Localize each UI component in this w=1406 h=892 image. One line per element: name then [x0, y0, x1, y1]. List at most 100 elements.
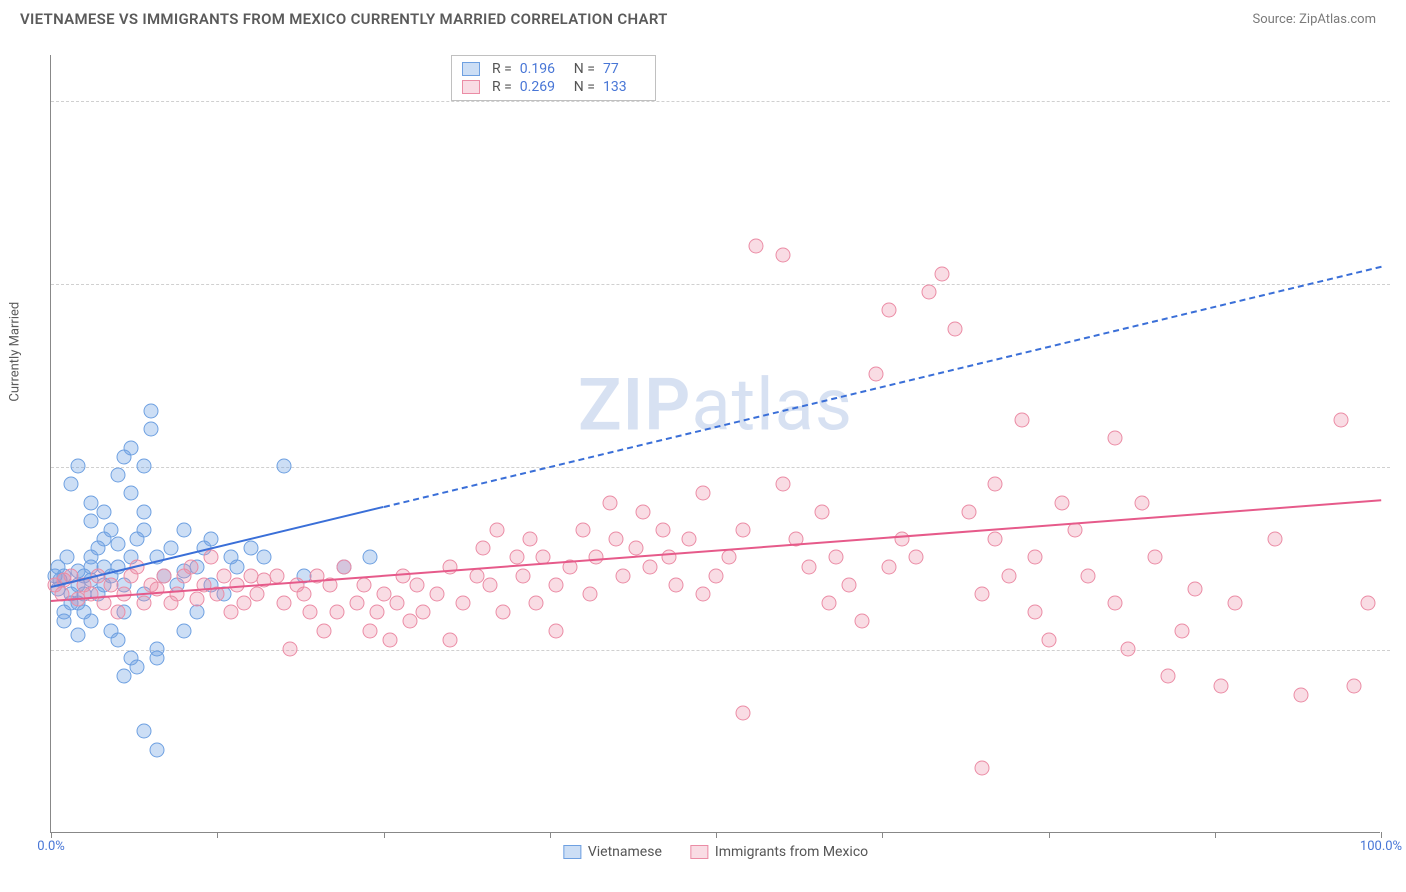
stat-r-value: 0.196	[520, 61, 562, 77]
scatter-point	[389, 596, 404, 611]
x-tick	[1215, 832, 1216, 838]
scatter-point	[190, 591, 205, 606]
scatter-point	[356, 577, 371, 592]
scatter-point	[409, 577, 424, 592]
scatter-point	[63, 477, 78, 492]
scatter-point	[695, 587, 710, 602]
scatter-point	[735, 522, 750, 537]
scatter-point	[988, 532, 1003, 547]
scatter-point	[775, 477, 790, 492]
scatter-point	[642, 559, 657, 574]
x-tick	[882, 832, 883, 838]
scatter-point	[243, 541, 258, 556]
legend-swatch	[690, 845, 708, 859]
scatter-point	[256, 550, 271, 565]
scatter-point	[137, 458, 152, 473]
scatter-point	[469, 568, 484, 583]
scatter-point	[482, 577, 497, 592]
scatter-point	[1187, 582, 1202, 597]
scatter-point	[336, 559, 351, 574]
scatter-point	[975, 587, 990, 602]
stat-r-label: R =	[492, 79, 512, 95]
x-tick	[716, 832, 717, 838]
scatter-point	[489, 522, 504, 537]
x-tick	[384, 832, 385, 838]
scatter-point	[443, 632, 458, 647]
legend-swatch	[462, 62, 480, 76]
scatter-point	[270, 568, 285, 583]
scatter-point	[70, 458, 85, 473]
scatter-point	[296, 587, 311, 602]
scatter-point	[576, 522, 591, 537]
legend-item: Immigrants from Mexico	[690, 844, 868, 860]
scatter-point	[137, 522, 152, 537]
scatter-point	[669, 577, 684, 592]
x-tick	[1049, 832, 1050, 838]
scatter-point	[629, 541, 644, 556]
scatter-point	[170, 587, 185, 602]
scatter-point	[203, 550, 218, 565]
y-tick-label: 80.0%	[1390, 276, 1406, 291]
chart-title: VIETNAMESE VS IMMIGRANTS FROM MEXICO CUR…	[20, 10, 668, 28]
scatter-point	[236, 596, 251, 611]
scatter-point	[216, 568, 231, 583]
scatter-point	[137, 724, 152, 739]
scatter-point	[476, 541, 491, 556]
x-tick	[1381, 832, 1382, 838]
scatter-point	[722, 550, 737, 565]
scatter-point	[416, 605, 431, 620]
x-tick	[217, 832, 218, 838]
scatter-point	[1347, 678, 1362, 693]
scatter-point	[1227, 596, 1242, 611]
stat-n-value: 77	[603, 61, 645, 77]
scatter-point	[177, 623, 192, 638]
scatter-point	[522, 532, 537, 547]
scatter-point	[403, 614, 418, 629]
scatter-point	[363, 550, 378, 565]
scatter-point	[190, 605, 205, 620]
scatter-point	[1028, 605, 1043, 620]
scatter-point	[1121, 641, 1136, 656]
scatter-point	[150, 742, 165, 757]
scatter-point	[775, 248, 790, 263]
gridline	[51, 284, 1390, 285]
scatter-point	[303, 605, 318, 620]
scatter-point	[163, 541, 178, 556]
scatter-point	[1214, 678, 1229, 693]
scatter-point	[110, 468, 125, 483]
scatter-point	[97, 504, 112, 519]
scatter-point	[130, 660, 145, 675]
scatter-point	[110, 605, 125, 620]
scatter-point	[283, 641, 298, 656]
chart-source: Source: ZipAtlas.com	[1252, 12, 1376, 27]
trend-line	[383, 266, 1381, 508]
scatter-point	[921, 284, 936, 299]
scatter-point	[70, 628, 85, 643]
series-legend: VietnameseImmigrants from Mexico	[563, 844, 868, 860]
scatter-point	[1147, 550, 1162, 565]
scatter-point	[635, 504, 650, 519]
scatter-point	[1001, 568, 1016, 583]
scatter-point	[1360, 596, 1375, 611]
scatter-point	[895, 532, 910, 547]
scatter-point	[908, 550, 923, 565]
scatter-point	[110, 536, 125, 551]
scatter-point	[177, 522, 192, 537]
scatter-point	[183, 559, 198, 574]
scatter-point	[822, 596, 837, 611]
scatter-point	[948, 321, 963, 336]
scatter-point	[363, 623, 378, 638]
scatter-point	[150, 582, 165, 597]
scatter-point	[376, 587, 391, 602]
scatter-point	[276, 596, 291, 611]
scatter-point	[316, 623, 331, 638]
scatter-point	[1014, 413, 1029, 428]
plot-region: ZIPatlas 40.0%60.0%80.0%100.0%0.0%100.0%…	[50, 55, 1380, 833]
scatter-point	[369, 605, 384, 620]
scatter-point	[828, 550, 843, 565]
y-axis-label: Currently Married	[8, 302, 23, 402]
scatter-point	[429, 587, 444, 602]
scatter-point	[117, 669, 132, 684]
x-tick-label: 100.0%	[1360, 839, 1402, 854]
scatter-point	[1174, 623, 1189, 638]
